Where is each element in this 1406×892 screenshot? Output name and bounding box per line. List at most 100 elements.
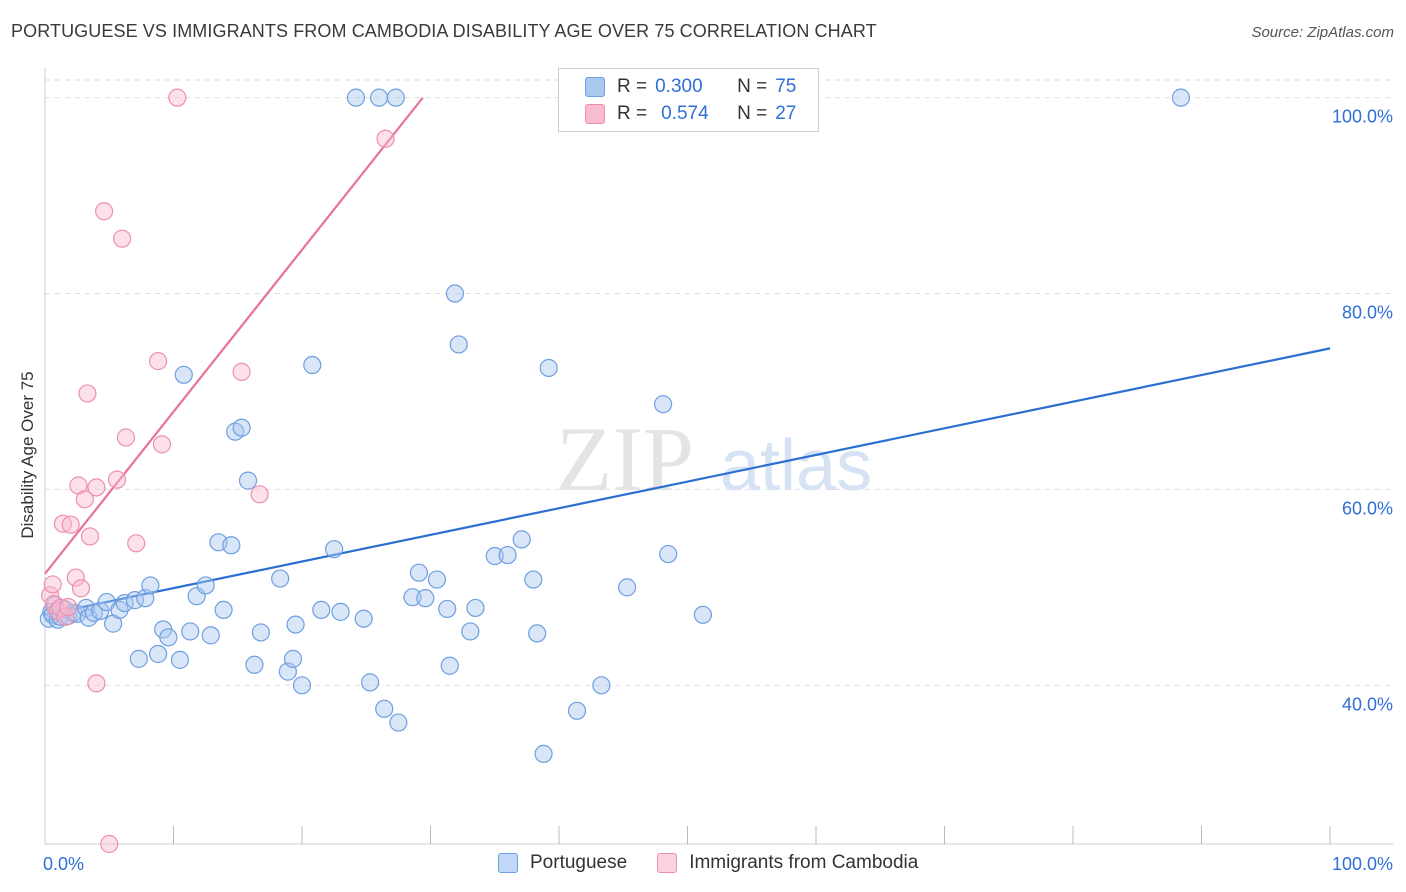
point-portuguese: [174, 365, 193, 384]
correlation-legend: R = 0.300 N = 75 R = 0.574 N = 27: [558, 68, 819, 132]
point-portuguese: [416, 589, 435, 608]
point-cambodia: [61, 515, 80, 534]
point-portuguese: [498, 545, 517, 565]
point-portuguese: [361, 673, 380, 692]
point-cambodia: [59, 597, 78, 617]
point-portuguese: [251, 623, 270, 642]
point-cambodia: [107, 470, 127, 489]
point-cambodia: [116, 428, 136, 447]
legend-n-value: 75: [775, 76, 797, 97]
point-cambodia: [127, 534, 146, 553]
point-cambodia: [232, 362, 251, 381]
point-portuguese: [196, 576, 215, 595]
point-portuguese: [440, 656, 459, 675]
series-legend: Portuguese Immigrants from Cambodia: [498, 852, 918, 874]
tick-labels: 40.0% 60.0% 80.0% 100.0% 0.0% 100.0%: [43, 107, 1393, 874]
point-portuguese: [303, 355, 322, 375]
trendline-portuguese: [44, 347, 1331, 616]
point-cambodia: [112, 229, 132, 248]
legend-r-value: 0.574: [661, 103, 709, 124]
point-cambodia: [152, 435, 172, 454]
legend-label-cambodia: Immigrants from Cambodia: [689, 852, 919, 873]
point-portuguese: [618, 578, 637, 597]
point-portuguese: [115, 593, 134, 613]
point-cambodia: [87, 478, 106, 497]
point-cambodia: [95, 202, 114, 221]
y-tick-label: 100.0%: [1332, 107, 1393, 127]
point-portuguese: [375, 699, 394, 718]
legend-row-cambodia: R = 0.574 N = 27: [585, 102, 796, 126]
point-portuguese: [512, 530, 531, 549]
point-portuguese: [346, 88, 366, 107]
watermark-zip: ZIP: [556, 408, 694, 510]
point-portuguese: [312, 600, 331, 620]
point-portuguese: [84, 603, 103, 622]
point-cambodia: [168, 88, 187, 107]
point-cambodia: [71, 579, 91, 598]
point-portuguese: [141, 576, 160, 595]
y-tick-label: 40.0%: [1342, 694, 1393, 714]
legend-row-portuguese: R = 0.300 N = 75: [585, 75, 796, 99]
point-portuguese: [693, 605, 713, 624]
point-portuguese: [201, 626, 220, 645]
point-portuguese: [79, 608, 98, 627]
grid-lines: [45, 79, 1390, 686]
legend-label-portuguese: Portuguese: [530, 852, 628, 873]
point-cambodia: [41, 586, 60, 605]
point-portuguese: [238, 471, 258, 490]
point-portuguese: [222, 536, 241, 555]
point-portuguese: [1171, 88, 1191, 107]
watermark: ZIP atlas: [556, 408, 872, 510]
point-portuguese: [659, 544, 678, 564]
chart-title: PORTUGUESE VS IMMIGRANTS FROM CAMBODIA D…: [11, 21, 877, 41]
legend-r-label: R =: [617, 103, 648, 124]
point-portuguese: [403, 588, 422, 607]
legend-n-label: N =: [737, 76, 768, 97]
point-cambodia: [43, 575, 62, 594]
portuguese-points: [39, 88, 1191, 763]
point-cambodia: [66, 568, 85, 587]
point-cambodia: [53, 514, 73, 533]
axes: [44, 68, 1393, 845]
point-portuguese: [386, 88, 405, 107]
point-portuguese: [534, 744, 553, 763]
point-portuguese: [445, 284, 465, 303]
legend-r-value: 0.300: [655, 76, 703, 97]
x-tick-label-min: 0.0%: [43, 854, 84, 874]
point-portuguese: [653, 395, 673, 414]
point-portuguese: [325, 540, 344, 559]
point-portuguese: [567, 701, 587, 720]
legend-r-label: R =: [617, 76, 648, 97]
y-tick-label: 80.0%: [1342, 303, 1393, 323]
source-credit: Source: ZipAtlas.com: [1251, 24, 1394, 41]
point-portuguese: [129, 649, 148, 668]
point-cambodia: [376, 129, 395, 148]
point-portuguese: [438, 599, 457, 619]
point-portuguese: [449, 335, 468, 354]
cambodia-points: [41, 88, 395, 854]
point-portuguese: [286, 615, 305, 634]
point-cambodia: [51, 598, 70, 618]
point-portuguese: [370, 88, 389, 107]
legend-swatch-portuguese: [498, 853, 518, 873]
point-cambodia: [87, 674, 106, 693]
point-portuguese: [292, 676, 312, 695]
point-cambodia: [80, 527, 100, 546]
trendline-cambodia: [44, 96, 424, 575]
point-cambodia: [78, 384, 97, 403]
y-tick-label: 60.0%: [1342, 498, 1393, 518]
y-axis-label: Disability Age Over 75: [18, 371, 37, 539]
point-portuguese: [461, 622, 480, 641]
point-cambodia: [148, 352, 168, 371]
watermark-atlas: atlas: [720, 426, 872, 506]
point-portuguese: [354, 609, 373, 628]
point-portuguese: [427, 570, 447, 589]
x-tick-label-max: 100.0%: [1332, 854, 1393, 874]
point-portuguese: [409, 563, 429, 582]
point-portuguese: [232, 418, 251, 437]
point-portuguese: [466, 598, 485, 618]
point-portuguese: [283, 649, 303, 668]
point-portuguese: [528, 624, 547, 643]
point-cambodia: [250, 485, 269, 504]
